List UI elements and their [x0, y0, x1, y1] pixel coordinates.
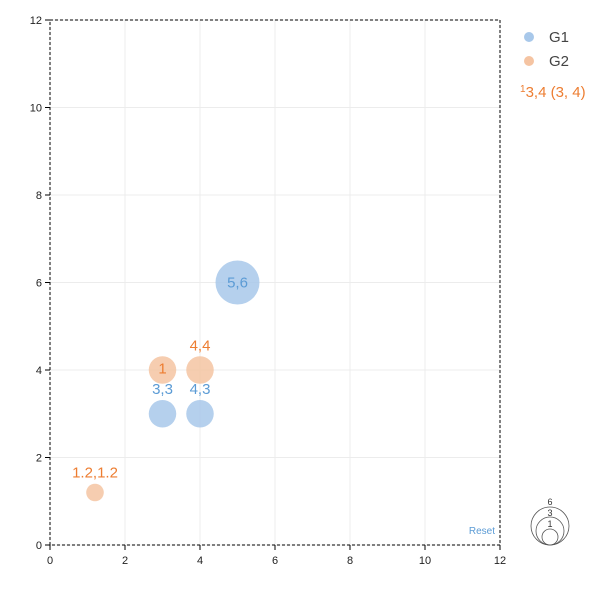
data-point [215, 260, 260, 305]
data-point [86, 483, 104, 502]
x-tick-label: 2 [122, 555, 128, 567]
series-g2: 1 4,4 1.2,1.2 [72, 337, 214, 502]
size-legend-label: 3 [547, 508, 552, 518]
size-legend: 631 [530, 497, 570, 546]
data-label: 1.2,1.2 [72, 465, 118, 482]
data-label: 4,3 [190, 381, 211, 398]
data-label: 4,4 [190, 337, 211, 354]
y-tick-label: 8 [36, 190, 42, 202]
point-annotation: 13,4 (3, 4) [520, 84, 586, 101]
legend-marker [524, 56, 534, 66]
data-label: 5,6 [227, 275, 248, 292]
legend-label: G2 [549, 53, 569, 70]
x-tick-label: 4 [197, 555, 203, 567]
data-label: 3,3 [152, 381, 173, 398]
legend-marker [524, 32, 534, 42]
annotation-label: 3,4 (3, 4) [526, 84, 586, 101]
data-label: 1 [158, 361, 166, 378]
data-points: 3,3 4,3 5,6 1 4,4 1.2,1.2 [72, 260, 260, 502]
data-point [186, 400, 214, 428]
reset-button[interactable]: Reset [469, 526, 495, 537]
size-legend-label: 6 [547, 497, 552, 507]
data-point [148, 356, 177, 384]
y-tick-label: 10 [30, 103, 42, 115]
series-g1: 3,3 4,3 5,6 [148, 260, 260, 428]
size-legend-circle [541, 528, 559, 546]
y-tick-label: 4 [36, 365, 42, 377]
y-tick-label: 0 [36, 540, 42, 552]
size-legend-label: 1 [547, 519, 552, 529]
y-tick-label: 12 [30, 15, 42, 27]
x-tick-label: 6 [272, 555, 278, 567]
legend-item-g2[interactable]: G2 [524, 53, 569, 70]
y-tick-label: 2 [36, 453, 42, 465]
data-point [186, 356, 214, 384]
axis-ticks: 0 2 4 6 8 10 12 0 2 4 6 8 10 12 [30, 15, 506, 567]
annotation-marker: 1 [520, 84, 526, 95]
y-tick-label: 6 [36, 278, 42, 290]
legend-label: G1 [549, 29, 569, 46]
x-tick-label: 8 [347, 555, 353, 567]
legend-item-g1[interactable]: G1 [524, 29, 569, 46]
x-tick-label: 10 [419, 555, 431, 567]
x-tick-label: 0 [47, 555, 53, 567]
data-point [148, 400, 177, 428]
x-tick-label: 12 [494, 555, 506, 567]
